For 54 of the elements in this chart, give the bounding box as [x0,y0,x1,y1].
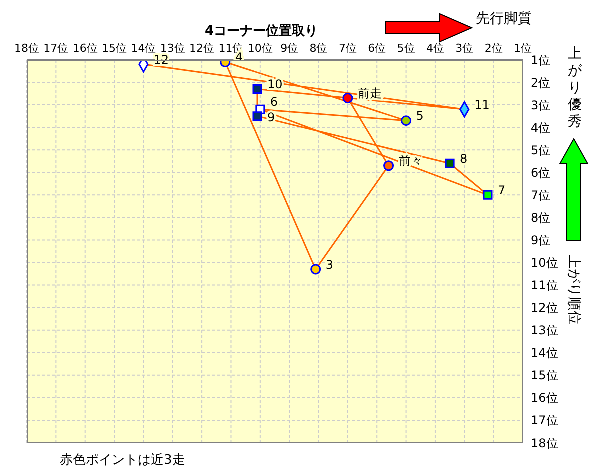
annotation: 11 [474,98,490,112]
x-tick-label: 7位 [338,42,357,55]
y-tick-label: 14位 [531,346,558,360]
annotation: 5 [416,109,424,124]
point [310,264,322,275]
annotation: 7 [498,183,506,198]
x-tick-label: 13位 [160,42,186,55]
y-tick-label: 6位 [531,166,551,180]
x-tick-label: 9位 [280,42,299,55]
x-tick-label: 1位 [514,42,532,55]
y-tick-label: 5位 [531,143,551,158]
y-tick-label: 12位 [531,301,558,316]
point [445,158,455,168]
y-tick-label: 15位 [531,368,558,383]
y-tick-label: 2位 [531,76,551,90]
annotation: 8 [460,152,468,166]
x-tick-label: 6位 [368,42,386,55]
point [342,93,354,104]
point [252,84,262,94]
y-tick-label: 10位 [531,256,558,270]
text: 上がり優秀 [567,46,583,131]
text: 赤色ポイントは近3走 [60,452,186,469]
x-tick-label: 15位 [102,42,128,55]
x-tick-label: 12位 [190,42,215,55]
x-tick-label: 4位 [426,42,444,55]
x-tick-label: 10位 [248,42,273,55]
y-axis-title: 上がり順位 [565,255,583,325]
x-tick-label: 3位 [456,42,474,55]
y-tick-label: 13位 [531,324,558,338]
x-tick-label: 18位 [14,42,40,55]
y-tick-label: 16位 [531,391,558,406]
point [252,112,262,122]
y-tick-label: 4位 [531,120,551,135]
y-tick-label: 1位 [531,53,551,68]
x-tick-label: 17位 [44,42,69,55]
x-tick-label: 14位 [131,42,156,55]
annotation: 6 [270,94,278,109]
y-tick-label: 9位 [531,233,551,248]
y-tick-label: 3位 [531,98,551,112]
x-tick-label: 16位 [72,42,98,55]
point [401,116,412,126]
x-tick-label: 2位 [484,42,503,55]
x-tick-label: 8位 [310,42,328,55]
y-tick-label: 17位 [531,414,558,428]
y-tick-label: 11位 [531,278,558,293]
y-tick-label: 8位 [531,210,551,225]
y-tick-label: 7位 [531,188,551,202]
annotation: 3 [326,258,334,272]
x-tick-label: 5位 [397,42,416,55]
point [483,190,493,200]
point [384,160,394,172]
y-tick-label: 18位 [531,436,558,450]
text: 先行脚質 [476,10,532,28]
chart-title: 4コーナー位置取り [204,24,318,39]
